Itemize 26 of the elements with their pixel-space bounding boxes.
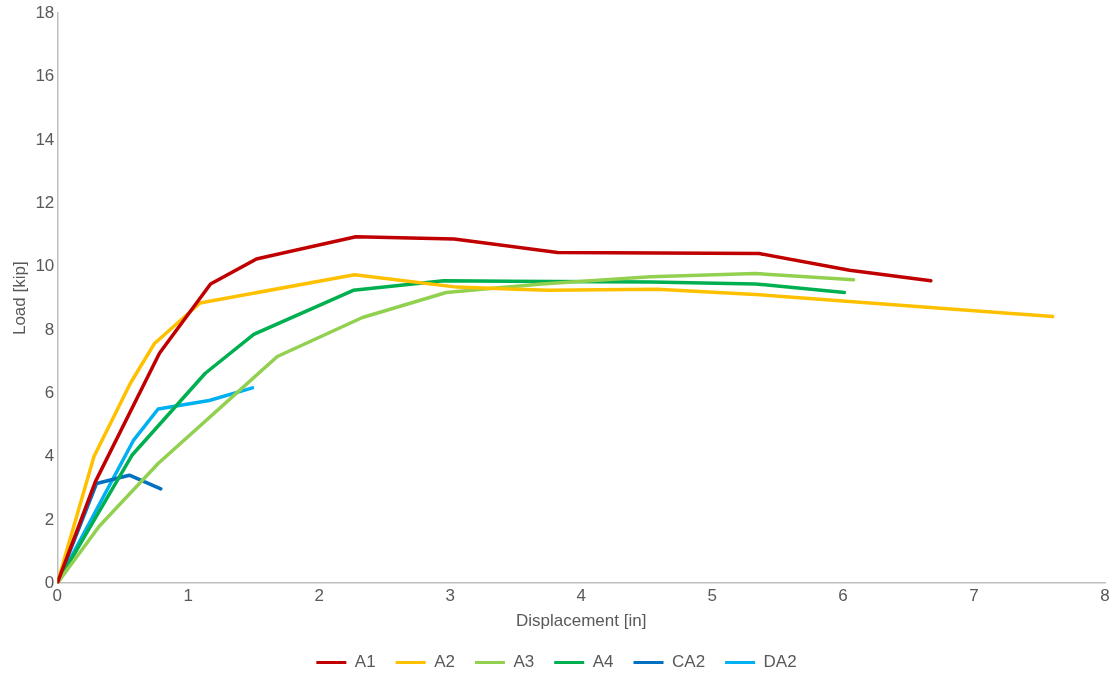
x-tick-label: 7 (969, 586, 979, 606)
legend-label: A3 (513, 652, 535, 672)
y-tick-label: 14 (35, 129, 55, 149)
y-tick-label: 4 (44, 446, 55, 466)
y-tick-label: 2 (44, 509, 55, 529)
legend-label: CA2 (672, 652, 706, 672)
legend-label: A1 (354, 652, 376, 672)
x-tick-label: 5 (707, 586, 717, 606)
x-tick-label: 2 (314, 586, 324, 606)
legend-label: A4 (592, 652, 614, 672)
y-tick-label: 16 (35, 66, 55, 86)
y-tick-label: 6 (44, 382, 55, 402)
y-tick-label: 12 (35, 192, 55, 212)
y-tick-label: 10 (35, 256, 55, 276)
x-axis-title: Displacement [in] (515, 611, 647, 631)
x-tick-label: 3 (445, 586, 455, 606)
legend-label: DA2 (763, 652, 797, 672)
x-tick-label: 8 (1100, 586, 1110, 606)
y-axis-title: Load [kip] (9, 261, 29, 336)
y-tick-label: 0 (44, 572, 55, 592)
legend-label: A2 (434, 652, 455, 672)
x-tick-label: 4 (576, 586, 586, 606)
x-tick-label: 1 (183, 586, 193, 606)
y-tick-label: 8 (44, 319, 55, 339)
x-tick-label: 6 (838, 586, 848, 606)
y-tick-label: 18 (35, 2, 55, 22)
